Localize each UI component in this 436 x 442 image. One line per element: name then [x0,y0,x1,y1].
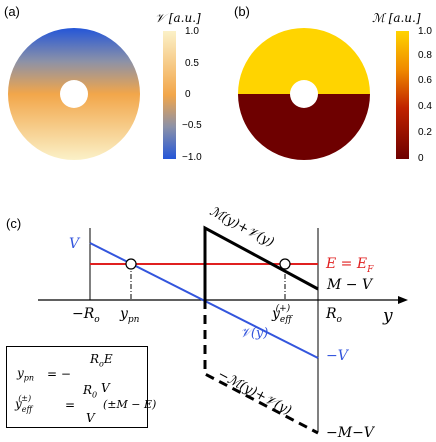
label-minus-V: −V [326,348,348,364]
formula-ypn-num-main: R [90,352,100,366]
formula-yeff-lhs-sub: eff [21,405,33,414]
label-minus-M-minus-V: −M−V [326,425,374,441]
tick-minus-Ro-main: −R [72,306,95,322]
mass-colorbar [396,31,409,159]
mass-tick-6: 0 [418,153,424,164]
tick-yeff-sup: (+) [275,304,291,314]
formula-ypn-numerator: RoE [90,352,113,368]
potential-colorbar [163,31,176,159]
mass-annulus-top [238,28,370,94]
tick-ypn-main: y [120,306,128,322]
formula-ypn-lhs: ypn [17,366,34,382]
tick-minus-Ro: −Ro [72,306,100,325]
potential-tick-1: 1.0 [185,26,199,37]
tick-Ro-main: R [326,306,337,322]
label-potential-curve: 𝒱(y) [240,326,269,341]
panel-b-label: (b) [234,4,250,19]
tick-ypn-sub: pn [127,314,140,325]
formula-ypn-eq: = − [47,367,71,381]
mass-tick-1: 1.0 [418,26,432,37]
y-axis-arrow [398,296,408,304]
tick-yeff-sub: eff [279,315,292,325]
formula-yeff-tail: (±M − E) [103,398,157,411]
yeff-intersection-point [279,258,291,270]
potential-tick-5: −1.0 [182,152,202,163]
potential-tick-2: 0.5 [185,58,199,69]
label-M-minus-V: M − V [327,277,373,293]
panel-c-label: (c) [6,216,22,231]
formula-yeff-lhs: yeff (±) [15,394,45,414]
label-V-left: V [69,236,80,252]
formula-yeff-denominator: V [86,411,95,425]
minus-mass-plus-potential-curve [203,300,319,435]
mass-colorbar-title: ℳ [a.u.] [372,11,421,25]
label-fermi: E = EF [326,256,373,275]
potential-annulus [8,28,140,160]
mass-tick-4: 0.4 [418,101,432,112]
formula-ypn-num-tail: E [103,352,113,366]
panel-a-label: (a) [4,4,20,19]
mass-tick-3: 0.6 [418,75,432,86]
formula-yeff-num-sub: 0 [92,390,98,400]
mass-tick-5: 0.2 [418,127,432,138]
label-fermi-sub: F [367,264,374,275]
mass-tick-2: 0.8 [418,50,432,61]
mass-annulus-bottom [238,94,370,160]
mass-plus-potential-curve [203,225,319,300]
label-fermi-main: E = E [326,256,368,272]
formula-ypn-num-sub: o [99,359,104,369]
formula-yeff-num-main: R [83,383,93,397]
tick-ypn: ypn [120,306,139,325]
formula-ypn-lhs-main: y [17,366,24,380]
formula-ypn-lhs-sub: pn [23,373,35,383]
ypn-intersection-point [125,258,137,270]
formula-yeff-lhs-sup: (±) [18,394,32,403]
formula-ypn-denominator: V [101,381,110,395]
formula-yeff-numerator: R0 [83,383,97,399]
tick-yeff-main: y [272,306,280,322]
tick-Ro: Ro [326,306,342,325]
potential-tick-4: −0.5 [182,120,202,131]
y-axis-label: y [383,306,393,326]
formula-box: ypn = − RoE V yeff(±) = R0 V (±M − E) [6,346,156,428]
tick-Ro-sub: o [336,314,342,325]
potential-tick-3: 0 [185,89,191,100]
formula-yeff-eq: = [65,398,76,412]
potential-colorbar-title: 𝒱 [a.u.] [155,11,201,25]
formula-yeff-lhs-main: y [15,397,22,411]
tick-minus-Ro-sub: o [94,314,100,325]
tick-yeff: yeff(+) [272,304,306,325]
